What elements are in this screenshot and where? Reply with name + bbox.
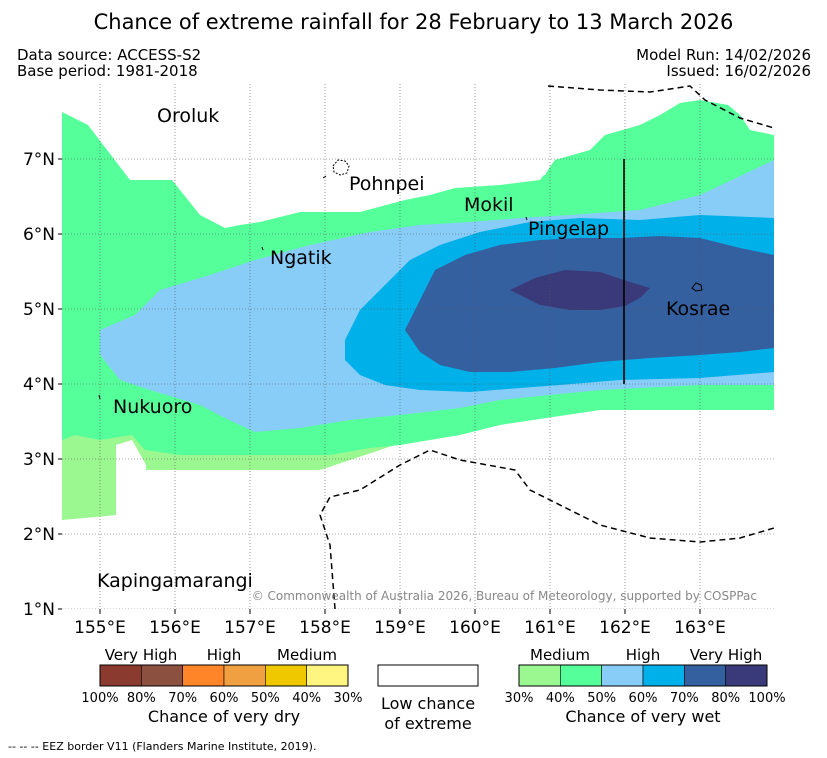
legend-wet-title: Chance of very wet	[565, 707, 720, 726]
legend-dry-tick-label: 80%	[127, 691, 156, 706]
label-ngatik: Ngatik	[270, 247, 332, 269]
legend-dry-swatch	[306, 664, 349, 687]
legend-wet-swatch	[642, 664, 685, 687]
legend-wet-swatch	[725, 664, 768, 687]
base-period: Base period: 1981-2018	[17, 62, 198, 80]
legend-low: Low chance of extreme	[377, 664, 479, 733]
legend-dry-high: High	[207, 646, 241, 664]
lat-label: 3°N	[23, 450, 55, 470]
meta-left: Data source: ACCESS-S2 Base period: 1981…	[17, 47, 201, 79]
lat-label: 2°N	[23, 525, 55, 545]
legend-dry-swatch	[265, 664, 307, 687]
label-pohnpei: Pohnpei	[349, 173, 425, 195]
lon-label: 162°E	[599, 618, 651, 638]
legend-dry-swatches	[99, 664, 349, 687]
lon-label: 161°E	[524, 618, 576, 638]
lon-label: 159°E	[374, 618, 426, 638]
no-signal-right-bottom	[690, 420, 774, 609]
lat-label: 7°N	[23, 150, 55, 170]
issued-date: Issued: 16/02/2026	[666, 62, 811, 80]
pohnpei-island	[332, 159, 350, 176]
pohnpei-islet	[322, 175, 327, 179]
lon-label: 163°E	[674, 618, 726, 638]
eez-note: -- -- -- EEZ border V11 (Flanders Marine…	[8, 740, 317, 753]
legend-dry-swatch	[223, 664, 266, 687]
lon-label: 155°E	[74, 618, 126, 638]
ngatik-islet	[261, 246, 264, 251]
legend-wet-swatch	[518, 664, 561, 687]
legend-wet-medium: Medium	[530, 646, 590, 664]
model-run: Model Run: 14/02/2026	[636, 46, 811, 64]
legend-wet-high: High	[626, 646, 660, 664]
lon-label: 160°E	[449, 618, 501, 638]
axis-ticks	[58, 158, 701, 614]
legend-wet-ticks: 30% 40% 50% 60% 70% 80% 100%	[505, 691, 786, 706]
eez-border	[319, 85, 774, 609]
label-oroluk: Oroluk	[157, 105, 219, 127]
legend-dry-tick-label: 50%	[251, 691, 280, 706]
legend-low-line1: Low chance	[381, 694, 475, 713]
legend-wet-swatches	[518, 664, 768, 687]
legend-dry-swatch	[182, 664, 225, 687]
legend-wet-tick-label: 100%	[748, 691, 785, 706]
legend-low-swatch	[377, 664, 479, 687]
lon-labels: 155°E 156°E 157°E 158°E 159°E 160°E 161°…	[74, 618, 726, 638]
legend-wet-swatch	[684, 664, 726, 687]
legend-dry-tick-label: 70%	[168, 691, 197, 706]
gridlines	[62, 84, 774, 609]
legend-dry-tick-label: 30%	[334, 691, 363, 706]
rainfall-map: Oroluk Pohnpei Mokil Pingelap Ngatik Kos…	[62, 84, 774, 609]
legend-dry-tick-label: 100%	[81, 691, 118, 706]
meta-right: Model Run: 14/02/2026 Issued: 16/02/2026	[636, 47, 811, 79]
legend-wet-swatch	[560, 664, 602, 687]
map-title: Chance of extreme rainfall for 28 Februa…	[93, 10, 734, 34]
legend-wet-swatch	[601, 664, 644, 687]
legend-dry-title: Chance of very dry	[148, 707, 300, 726]
lat-label: 5°N	[23, 300, 55, 320]
no-signal-bottom	[62, 410, 774, 609]
copyright: © Commonwealth of Australia 2026, Bureau…	[252, 589, 757, 603]
legend-wet: Medium High Very High 30% 40% 50% 60% 70% 80%…	[505, 646, 786, 726]
legend-wet-tick-label: 30%	[505, 691, 534, 706]
legend-dry-medium: Medium	[277, 646, 337, 664]
nukuoro-islet	[98, 394, 101, 400]
label-nukuoro: Nukuoro	[113, 396, 192, 418]
lat-label: 6°N	[23, 225, 55, 245]
legend-low-line2: of extreme	[384, 714, 471, 733]
lon-label: 156°E	[149, 618, 201, 638]
label-mokil: Mokil	[464, 194, 514, 216]
lat-label: 4°N	[23, 375, 55, 395]
legend-dry-swatch	[141, 664, 183, 687]
legend-wet-tick-label: 50%	[587, 691, 616, 706]
legend-dry-very-high: Very High	[105, 646, 178, 664]
legend-dry-tick-label: 60%	[210, 691, 239, 706]
legend-wet-tick-label: 60%	[629, 691, 658, 706]
lon-label: 157°E	[224, 618, 276, 638]
legend-dry-swatch	[99, 664, 142, 687]
band-80-100	[510, 270, 650, 310]
legend-wet-tick-label: 40%	[546, 691, 575, 706]
legend-wet-tick-label: 70%	[670, 691, 699, 706]
label-pingelap: Pingelap	[528, 218, 609, 240]
label-kapingamarangi: Kapingamarangi	[97, 570, 253, 592]
data-source: Data source: ACCESS-S2	[17, 46, 202, 64]
legend-dry-tick-label: 40%	[292, 691, 321, 706]
lat-label: 1°N	[23, 600, 55, 620]
lon-label: 158°E	[299, 618, 351, 638]
legend-wet-tick-label: 80%	[711, 691, 740, 706]
kosrae-island	[691, 282, 703, 292]
legend-wet-very-high: Very High	[690, 646, 763, 664]
legend-dry: Very High High Medium 100% 80% 70% 60% 50% 40…	[81, 646, 362, 726]
mokil-islet	[525, 216, 528, 221]
label-kosrae: Kosrae	[666, 298, 730, 320]
legend-dry-ticks: 100% 80% 70% 60% 50% 40% 30%	[81, 691, 362, 706]
no-signal-top	[62, 84, 605, 224]
lat-labels: 7°N 6°N 5°N 4°N 3°N 2°N 1°N	[23, 150, 55, 620]
